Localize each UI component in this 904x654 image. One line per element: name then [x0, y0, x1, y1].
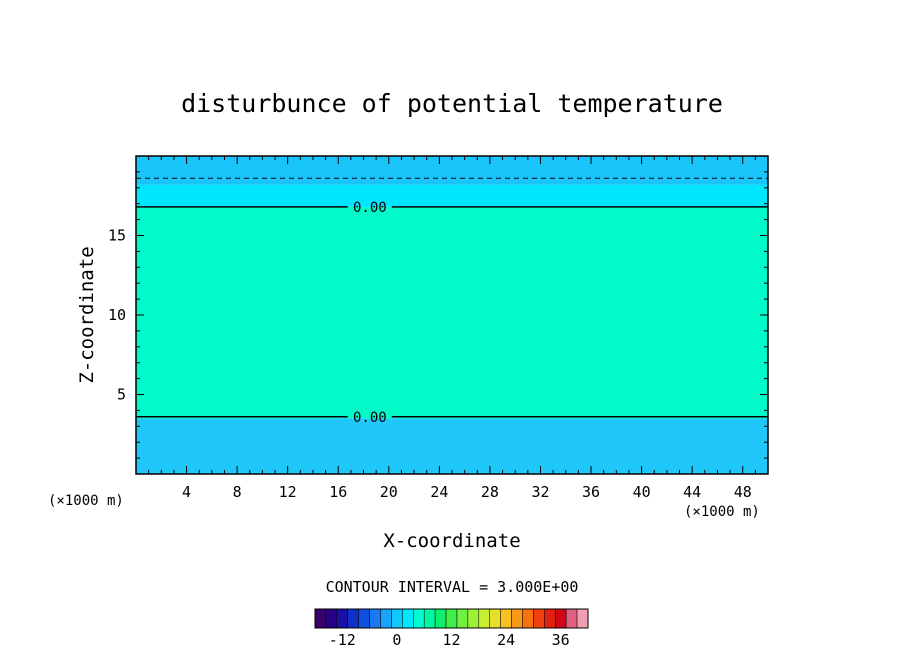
field-band-2 [136, 184, 768, 207]
colorbar-cell [358, 608, 370, 629]
colorbar-cell [336, 608, 349, 629]
x-unit-right: (×1000 m) [684, 504, 760, 520]
colorbar-cell [347, 608, 359, 629]
x-tick-label: 24 [430, 483, 448, 501]
colorbar-cell [423, 608, 436, 629]
contour-label: 0.00 [353, 200, 387, 216]
x-tick-label: 32 [531, 483, 549, 501]
contour-label: 0.00 [353, 410, 387, 426]
x-tick-label: 48 [734, 483, 752, 501]
colorbar-cell [478, 608, 490, 629]
chart-title: disturbunce of potential temperature [181, 89, 723, 118]
colorbar-ticks: -12 0 12 24 36 [329, 631, 570, 649]
colorbar-cell [445, 608, 458, 629]
field-band-0 [136, 418, 768, 474]
colorbar-tick-label: 12 [442, 631, 460, 649]
colorbar-cell [314, 608, 327, 629]
x-tick-label: 44 [683, 483, 701, 501]
y-tick-label: 5 [117, 386, 126, 404]
x-tick-label: 36 [582, 483, 600, 501]
colorbar-cell [402, 608, 414, 629]
colorbar-cell [434, 608, 447, 629]
y-tick-label: 15 [108, 227, 126, 245]
colorbar-cell [467, 608, 480, 629]
x-tick-label: 40 [633, 483, 651, 501]
y-tick-label: 10 [108, 306, 126, 324]
colorbar-tick-label: 0 [392, 631, 401, 649]
colorbar-cell [576, 608, 589, 629]
colorbar-cell [489, 608, 501, 629]
colorbar-tick-label: -12 [329, 631, 356, 649]
x-tick-label: 20 [380, 483, 398, 501]
x-tick-label: 4 [182, 483, 191, 501]
colorbar [314, 608, 589, 629]
colorbar-cell [369, 608, 381, 629]
contour-field [136, 156, 768, 474]
contour-interval: CONTOUR INTERVAL = 3.000E+00 [326, 578, 579, 596]
x-unit-left: (×1000 m) [48, 493, 124, 509]
x-tick-label: 28 [481, 483, 499, 501]
y-axis-ticks: 5 10 15 [108, 171, 768, 459]
colorbar-tick-label: 24 [497, 631, 515, 649]
colorbar-tick-label: 36 [552, 631, 570, 649]
x-axis-ticks: 4 8 12 16 20 24 28 32 36 40 44 48 [148, 156, 756, 501]
x-tick-label: 16 [329, 483, 347, 501]
contour-lines: 0.00 0.00 [136, 177, 768, 426]
colorbar-cell [565, 608, 578, 629]
colorbar-cell [544, 608, 556, 629]
x-axis-label: X-coordinate [383, 530, 520, 552]
colorbar-cell [533, 608, 545, 629]
x-tick-label: 12 [279, 483, 297, 501]
colorbar-cell [511, 608, 523, 629]
y-axis-label: Z-coordinate [76, 246, 98, 383]
colorbar-cell [391, 608, 403, 629]
colorbar-cell [456, 608, 469, 629]
colorbar-cell [500, 608, 512, 629]
x-tick-label: 8 [233, 483, 242, 501]
colorbar-frame [314, 608, 589, 629]
colorbar-cell [325, 608, 338, 629]
colorbar-cell [380, 608, 392, 629]
colorbar-cell [554, 608, 567, 629]
colorbar-cell [413, 608, 425, 629]
field-band-1 [136, 206, 768, 419]
colorbar-cell [522, 608, 534, 629]
field-band-3 [136, 156, 768, 185]
